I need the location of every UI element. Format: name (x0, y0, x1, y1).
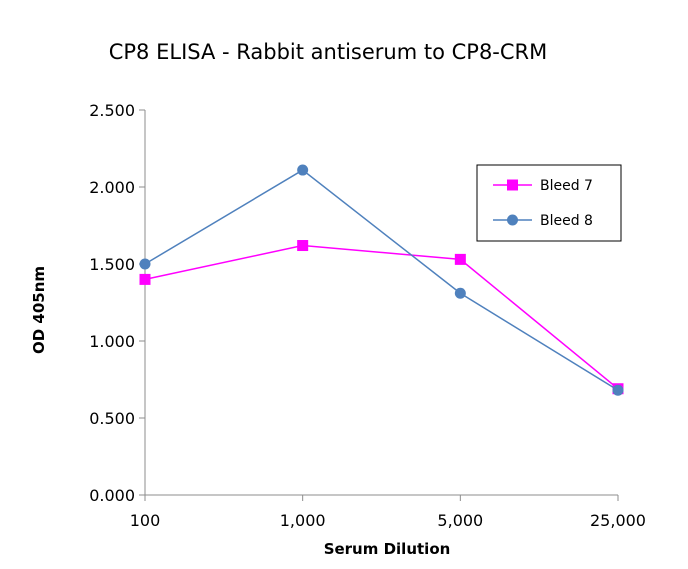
y-axis-ticks: 0.000 0.500 1.000 1.500 2.000 2.500 (89, 101, 145, 505)
y-tick-label: 1.500 (89, 255, 135, 274)
series-2 (139, 164, 624, 396)
data-point (139, 273, 151, 285)
plot-series (139, 164, 624, 396)
chart-title: CP8 ELISA - Rabbit antiserum to CP8-CRM (109, 40, 548, 64)
y-tick-label: 0.500 (89, 409, 135, 428)
legend: Bleed 7 Bleed 8 (476, 164, 622, 242)
x-tick-label: 100 (130, 511, 161, 530)
x-axis-ticks: 100 1,000 5,000 25,000 (130, 495, 646, 530)
y-tick-label: 0.000 (89, 486, 135, 505)
legend-marker (507, 214, 518, 226)
legend-marker (507, 179, 518, 191)
data-point (139, 258, 151, 270)
data-point (612, 384, 624, 396)
y-tick-label: 1.000 (89, 332, 135, 351)
series-line (144, 169, 619, 391)
x-tick-label: 25,000 (590, 511, 646, 530)
data-point (454, 253, 466, 265)
legend-item: Bleed 7 (493, 178, 593, 194)
legend-item: Bleed 8 (493, 213, 593, 229)
series-line (144, 244, 619, 390)
y-tick-label: 2.500 (89, 101, 135, 120)
series-1 (139, 240, 624, 395)
y-axis-label: OD 405nm (30, 266, 48, 354)
data-point (297, 240, 309, 252)
x-axis-label: Serum Dilution (324, 540, 451, 558)
x-tick-label: 5,000 (437, 511, 483, 530)
legend-box (476, 164, 622, 242)
legend-label: Bleed 8 (540, 213, 593, 229)
data-point (454, 287, 466, 299)
x-tick-label: 1,000 (280, 511, 326, 530)
y-tick-label: 2.000 (89, 178, 135, 197)
legend-label: Bleed 7 (540, 178, 593, 194)
data-point (297, 164, 309, 176)
